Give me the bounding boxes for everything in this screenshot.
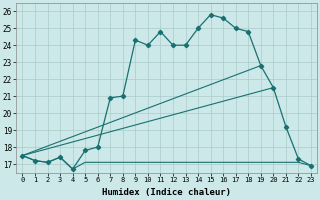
- X-axis label: Humidex (Indice chaleur): Humidex (Indice chaleur): [102, 188, 231, 197]
